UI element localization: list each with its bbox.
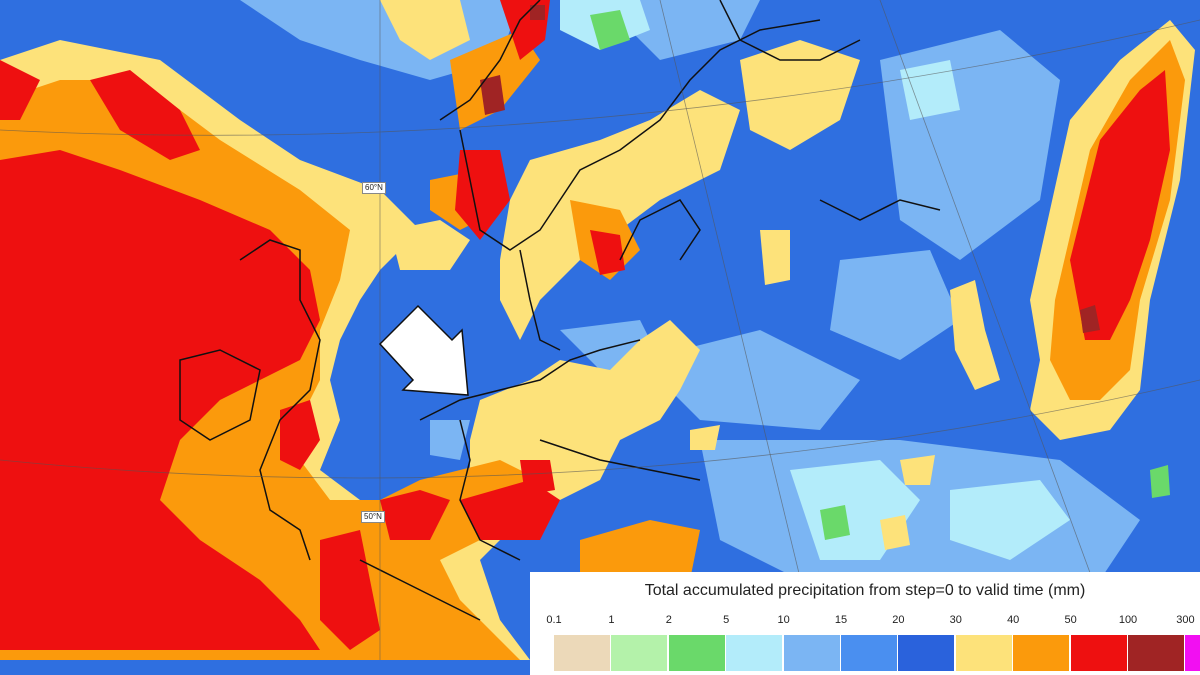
lat-label-60n: 60°N bbox=[362, 182, 386, 194]
legend-swatch bbox=[726, 635, 783, 671]
legend-tick-label: 10 bbox=[777, 614, 790, 626]
legend-swatch bbox=[898, 635, 955, 671]
legend-swatch bbox=[955, 635, 1012, 671]
legend-tick-label: 5 bbox=[723, 614, 730, 626]
legend-swatch bbox=[611, 635, 668, 671]
legend-swatch bbox=[1128, 635, 1184, 671]
legend-swatch bbox=[1013, 635, 1070, 671]
coastlines bbox=[179, 0, 941, 621]
legend-swatch bbox=[554, 635, 610, 671]
legend-swatch bbox=[668, 635, 725, 671]
legend-tick-label: 50 bbox=[1064, 614, 1077, 626]
green-patches bbox=[590, 10, 1170, 540]
red-areas bbox=[0, 0, 1170, 650]
legend-tick-label: 40 bbox=[1007, 614, 1020, 626]
legend-swatch bbox=[841, 635, 897, 671]
legend-swatch bbox=[1185, 635, 1200, 671]
legend-tick-label: 1 bbox=[608, 614, 615, 626]
cyan-patches bbox=[560, 0, 1070, 560]
lat-label-50n: 50°N bbox=[361, 511, 385, 523]
annotation-arrow bbox=[378, 304, 469, 396]
legend-tick-label: 100 bbox=[1118, 614, 1138, 626]
legend-title: Total accumulated precipitation from ste… bbox=[644, 582, 1086, 599]
legend-tick-label: 0.1 bbox=[546, 614, 562, 626]
legend-tick-label: 300 bbox=[1176, 614, 1195, 626]
graticule bbox=[0, 0, 1200, 661]
legend-tick-label: 30 bbox=[949, 614, 962, 626]
legend-swatch bbox=[783, 635, 840, 671]
legend-panel: Total accumulated precipitation from ste… bbox=[530, 572, 1200, 675]
legend-tick-label: 20 bbox=[892, 614, 905, 626]
legend-tick-label: 2 bbox=[665, 614, 672, 626]
legend-tick-label: 15 bbox=[834, 614, 848, 626]
dark-red-areas bbox=[480, 5, 1100, 333]
legend-swatch bbox=[1070, 635, 1127, 671]
